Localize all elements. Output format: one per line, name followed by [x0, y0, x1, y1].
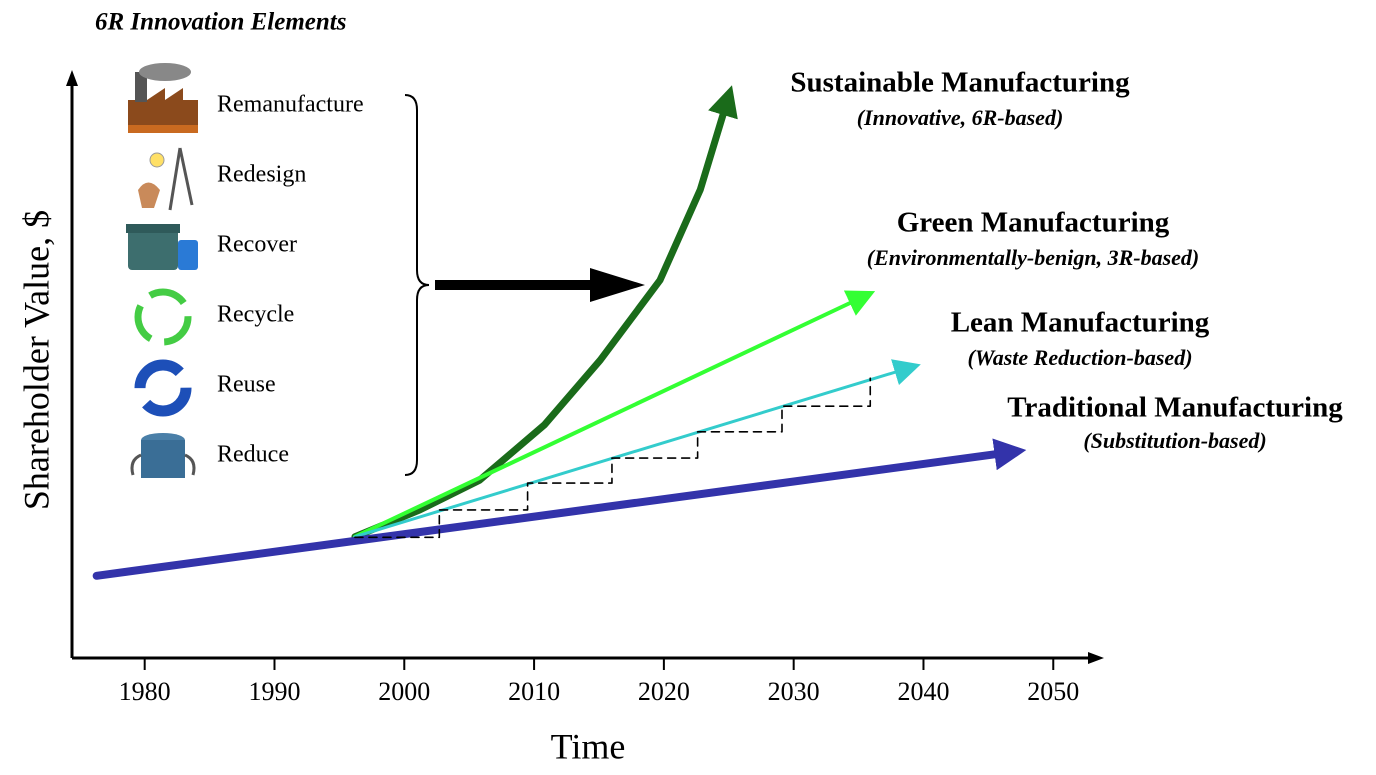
icon-remanufacture — [128, 63, 198, 133]
icon-redesign — [138, 147, 194, 211]
x-tick-label: 2020 — [638, 677, 690, 706]
icon-reduce — [130, 433, 196, 478]
series-name: Lean Manufacturing — [951, 307, 1210, 339]
panel-item: Redesign — [217, 162, 306, 188]
big-arrow — [435, 268, 645, 302]
panel-item: Recycle — [217, 302, 294, 328]
series-note: (Environmentally-benign, 3R-based) — [867, 245, 1199, 270]
series-line — [351, 85, 738, 541]
x-tick-label: 1980 — [119, 677, 171, 706]
x-tick-label: 1990 — [248, 677, 300, 706]
x-tick-label: 2030 — [768, 677, 820, 706]
series-name: Sustainable Manufacturing — [790, 67, 1130, 99]
series-note: (Innovative, 6R-based) — [857, 105, 1064, 130]
y-axis-arrow — [66, 70, 78, 86]
panel-item: Remanufacture — [217, 92, 364, 118]
series-line — [92, 438, 1027, 580]
icon-reuse — [134, 359, 192, 417]
brace — [404, 94, 430, 476]
x-tick-label: 2000 — [378, 677, 430, 706]
panel-items: Remanufacture Redesign Recover Recycle Reuse… — [217, 92, 364, 468]
icon-recover — [126, 224, 198, 270]
panel-item: Reuse — [217, 372, 276, 398]
x-axis-label: Time — [551, 726, 626, 766]
series-line — [352, 290, 876, 539]
panel-title: 6R Innovation Elements — [95, 9, 346, 36]
y-axis-label: Shareholder Value, $ — [16, 210, 56, 510]
series-note: (Waste Reduction-based) — [967, 345, 1192, 370]
series-note: (Substitution-based) — [1083, 428, 1266, 453]
series-line — [353, 359, 921, 539]
x-axis-arrow — [1088, 652, 1104, 664]
series-name: Green Manufacturing — [897, 207, 1170, 239]
x-tick-label: 2040 — [897, 677, 949, 706]
series-name: Traditional Manufacturing — [1007, 392, 1343, 424]
series-line — [354, 377, 872, 539]
panel-item: Reduce — [217, 442, 289, 468]
x-tick-label: 2050 — [1027, 677, 1079, 706]
icon-recycle — [134, 288, 192, 346]
x-tick-label: 2010 — [508, 677, 560, 706]
panel-item: Recover — [217, 232, 297, 258]
